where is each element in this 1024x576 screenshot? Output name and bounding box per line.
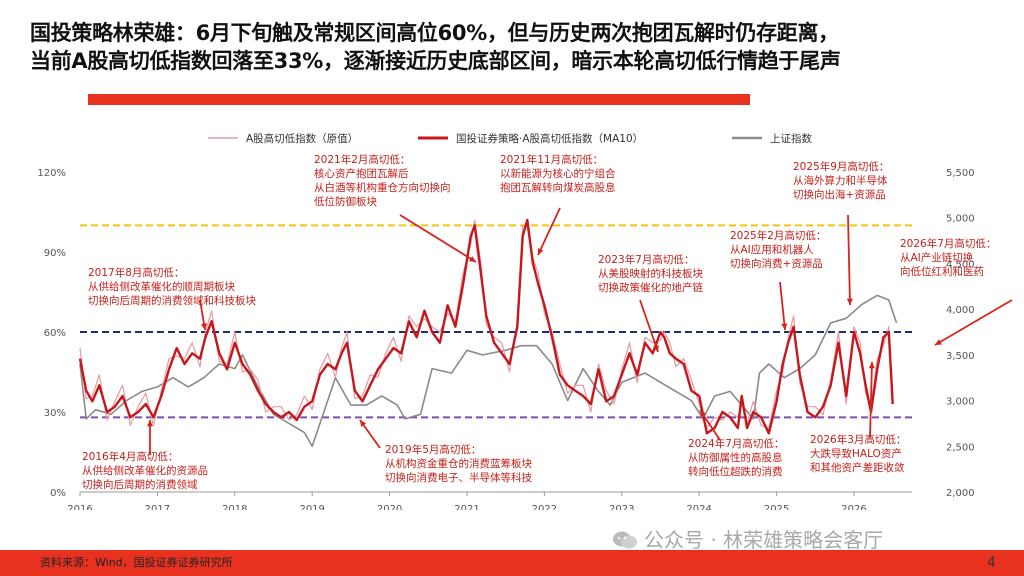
annotation-text: 大跌导致HALO资产 [810, 447, 902, 460]
annotation-text: 以新能源为核心的宁组合 [500, 167, 616, 180]
watermark-text: 公众号 · 林荣雄策略会客厅 [644, 528, 884, 552]
annotation-date: 2019年5月高切低： [385, 443, 481, 456]
wechat-icon [613, 531, 637, 549]
axes: 0% 30% 60% 90% 120% 2,000 2,500 3,000 3,500 4,000… [37, 168, 974, 510]
series-raw-index-line [79, 219, 894, 429]
annotation-text: 转向低位超跌的消费 [688, 465, 783, 478]
annotation-date: 2024年7月高切低： [688, 437, 784, 450]
series [78, 218, 898, 448]
annotation-arrowhead [653, 345, 659, 352]
annotation-arrowhead [469, 256, 476, 262]
title-line-1: 国投策略林荣雄：6月下旬触及常规区间高位60%，但与历史两次抱团瓦解时仍存距离， [30, 21, 839, 45]
annotation-date: 2016年4月高切低： [82, 450, 178, 463]
annotation-text: 切换向后周期的消费领域和科技板块 [88, 294, 256, 307]
x-tick-label: 2019 [299, 504, 324, 510]
annotation-date: 2021年11月高切低： [500, 153, 603, 166]
annotation-date: 2026年7月高切低： [900, 237, 996, 250]
y-left-tick-label: 30% [44, 408, 66, 419]
annotation-text: 从海外算力和半导体 [793, 174, 888, 187]
annotation-text: 从美股映射的科技板块 [598, 267, 703, 280]
annotation-arrowhead [846, 298, 853, 305]
annotation-text: 从机构资金重仓的消费蓝筹板块 [385, 457, 532, 470]
y-left-tick-label: 120% [37, 168, 66, 179]
annotation-arrow [537, 207, 561, 256]
annotation-arrowhead [360, 420, 367, 427]
annotation-text: 从AI应用和机器人 [730, 243, 814, 256]
annotation-arrowhead [200, 323, 207, 330]
y-right-tick-label: 5,000 [946, 214, 975, 225]
title-line-2: 当前A股高切低指数回落至33%，逐渐接近历史底部区间，暗示本轮高切低行情趋于尾声 [30, 49, 841, 73]
y-right-tick-label: 2,000 [946, 488, 975, 499]
y-right-tick-label: 4,000 [946, 305, 975, 316]
annotation-text: 低位防御板块 [314, 195, 377, 208]
x-tick-label: 2016 [67, 504, 92, 510]
legend: A股高切低指数（原值） 国投证券策略·A股高切低指数（MA10） 上证指数 [208, 132, 812, 145]
x-tick-label: 2018 [222, 504, 247, 510]
annotation-date: 2025年9月高切低： [793, 160, 889, 173]
title-underline-bar [88, 94, 750, 105]
x-tick-label: 2017 [145, 504, 170, 510]
x-tick-label: 2024 [686, 504, 711, 510]
footer-bar [0, 550, 1024, 576]
annotation-arrowhead [537, 248, 544, 255]
annotation-arrow [847, 214, 851, 306]
page-number: 4 [987, 555, 996, 571]
annotation-text: 从AI产业链切换 [900, 251, 974, 264]
annotation-text: 从供给侧改革催化的顺周期板块 [88, 280, 235, 293]
annotation-arrowhead [868, 362, 875, 369]
y-left-tick-label: 60% [44, 328, 66, 339]
y-right-tick-label: 2,500 [946, 442, 975, 453]
x-tick-label: 2022 [532, 504, 557, 510]
annotation-text: 向低位红利和医药 [900, 265, 984, 278]
y-right-tick-label: 3,500 [946, 351, 975, 362]
footer-source: 资料来源：Wind，国投证券证券研究所 [40, 556, 233, 569]
annotation-date: 2023年7月高切低： [598, 253, 694, 266]
annotation-text: 从供给侧改革催化的资源品 [82, 464, 208, 477]
legend-label: 上证指数 [770, 132, 812, 145]
annotation-text: 从白酒等机构重仓方向切换向 [314, 181, 451, 194]
series-ma10-index-line [78, 218, 894, 435]
annotation-text: 切换向后周期的消费领域 [82, 478, 198, 491]
annotation-text: 切换向消费电子、半导体等科技 [385, 471, 532, 484]
x-tick-label: 2023 [609, 504, 634, 510]
y-right-tick-label: 5,500 [946, 168, 975, 179]
annotation-arrow [639, 299, 659, 353]
y-right-tick-label: 3,000 [946, 397, 975, 408]
chart: A股高切低指数（原值） 国投证券策略·A股高切低指数（MA10） 上证指数 0% 30… [37, 132, 1013, 510]
legend-label: A股高切低指数（原值） [246, 132, 358, 145]
annotation-arrow [869, 361, 873, 439]
annotation-text: 从防御属性的高股息 [688, 451, 783, 464]
annotation-arrow [779, 281, 786, 331]
annotation-arrow [934, 299, 1013, 346]
annotation-date: 2025年2月高切低： [730, 229, 826, 242]
annotation-date: 2017年8月高切低： [88, 266, 184, 279]
annotation-text: 和其他资产差距收敛 [810, 461, 905, 474]
y-right-tick-label: 4,500 [946, 259, 975, 270]
annotation-text: 切换向消费+资源品 [730, 257, 823, 270]
annotation-arrowhead [935, 339, 942, 345]
annotation-text: 切换政策催化的地产链 [598, 281, 703, 294]
x-tick-label: 2025 [764, 504, 789, 510]
watermark: 公众号 · 林荣雄策略会客厅 [612, 524, 883, 553]
x-tick-label: 2020 [377, 504, 402, 510]
annotation-arrowhead [146, 420, 154, 427]
annotation-text: 核心资产抱团瓦解后 [314, 167, 409, 180]
annotation-arrow [399, 214, 477, 263]
annotation-text: 切换向出海+资源品 [793, 188, 886, 201]
series-sse-index-line [79, 294, 898, 448]
annotation-arrowhead [781, 323, 788, 330]
annotation-arrowhead [700, 410, 707, 417]
annotation-text: 抱团瓦解转向煤炭高股息 [500, 181, 616, 194]
legend-label: 国投证券策略·A股高切低指数（MA10） [456, 132, 643, 145]
y-left-tick-label: 0% [50, 488, 66, 499]
x-tick-label: 2021 [454, 504, 479, 510]
annotation-date: 2021年2月高切低： [314, 153, 410, 166]
y-left-tick-label: 90% [44, 248, 66, 259]
annotation-date: 2026年3月高切低： [810, 433, 906, 446]
x-tick-label: 2026 [841, 504, 866, 510]
